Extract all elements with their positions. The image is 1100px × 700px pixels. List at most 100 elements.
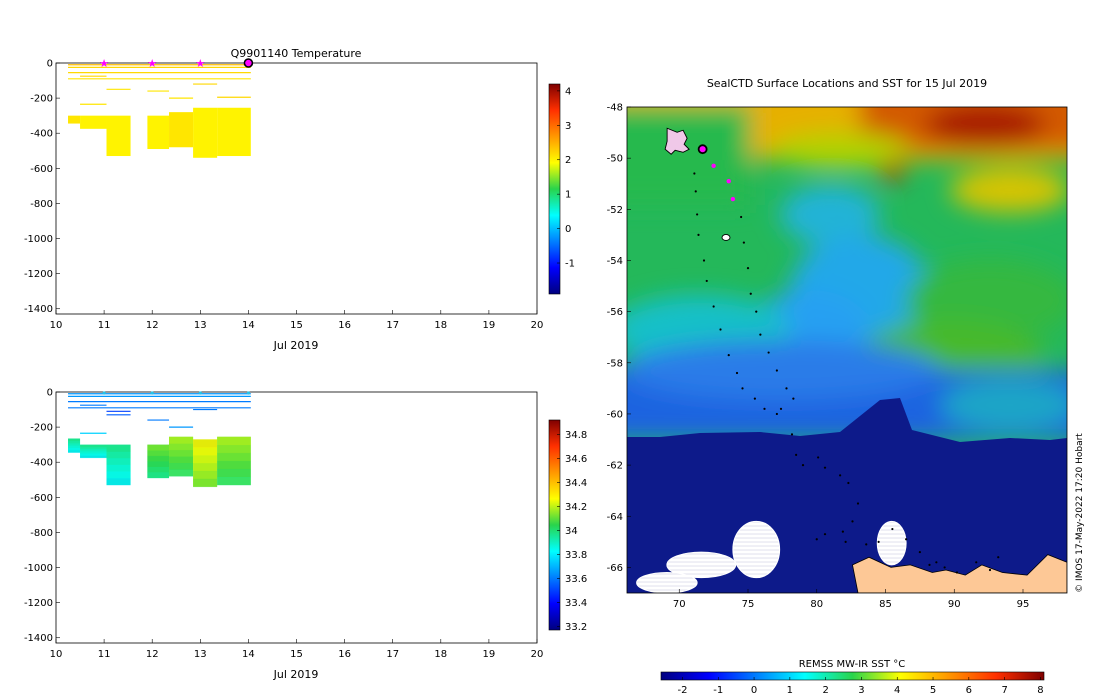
colorbar-tick-label: 1	[565, 190, 571, 201]
profile-band	[147, 450, 170, 457]
track-point	[712, 305, 715, 308]
temperature-colorbar	[548, 83, 561, 295]
heard-outline	[721, 234, 731, 241]
colorbar-tick-label: 34	[565, 526, 578, 537]
x-tick-label: 85	[879, 599, 892, 610]
track-point	[975, 561, 978, 564]
y-tick-label: -58	[607, 358, 623, 369]
x-tick-label: 12	[146, 649, 159, 660]
sea-ice-patch	[636, 572, 698, 593]
profile-band	[80, 446, 107, 450]
profile-marker	[102, 391, 106, 395]
track-point	[823, 533, 827, 536]
track-point	[841, 530, 844, 533]
colorbar-tick-label: 33.4	[565, 598, 587, 609]
temperature-section-panel: Q9901140 Temperature 10 11 12 13 14 15 16 17 18 1…	[24, 47, 575, 352]
x-tick-label: 75	[742, 599, 755, 610]
current-location-marker	[697, 144, 708, 155]
x-tick-label: 80	[810, 599, 823, 610]
colorbar-tick-label: 6	[966, 685, 972, 696]
y-tick-label: -400	[30, 458, 53, 469]
x-tick-label: 17	[386, 649, 399, 660]
y-tick-label: -1400	[24, 633, 53, 644]
colorbar-tick-label: 0	[751, 685, 757, 696]
current-profile-marker	[243, 58, 254, 68]
y-tick-label: -56	[607, 307, 623, 318]
colorbar-tick-label: 2	[822, 685, 828, 696]
track-point	[815, 538, 818, 541]
profile-band	[68, 438, 81, 442]
temperature-surface-lines	[68, 64, 251, 105]
track-point	[702, 259, 706, 262]
track-point	[740, 215, 743, 219]
x-tick-label: 17	[386, 320, 399, 331]
profile-band	[106, 471, 131, 479]
x-tick-label: 19	[483, 649, 496, 660]
profile-band	[147, 455, 170, 462]
colorbar-tick-label: 34.2	[565, 502, 587, 513]
track-point	[918, 550, 921, 554]
colorbar-tick-label: -1	[713, 685, 723, 696]
profile-cell	[193, 107, 218, 158]
salinity-markers	[102, 391, 250, 395]
profile-band	[106, 451, 131, 459]
colorbar-tick-label: 4	[894, 685, 900, 696]
y-tick-label: -200	[30, 94, 53, 105]
colorbar-tick-label: -2	[677, 685, 687, 696]
profile-band	[106, 444, 131, 452]
track-point	[817, 456, 820, 459]
temperature-x-axis: 10 11 12 13 14 15 16 17 18 19 20	[50, 310, 543, 331]
profile-band	[169, 436, 194, 444]
profile-cell	[217, 107, 251, 157]
profile-band	[217, 468, 251, 478]
track-point	[697, 233, 700, 236]
profile-band	[80, 453, 107, 456]
track-point	[775, 412, 778, 416]
recent-location-point	[711, 163, 716, 169]
recent-profile-marker: ★	[147, 57, 157, 70]
colorbar-tick-label: 4	[565, 86, 571, 97]
profile-band	[169, 469, 194, 477]
y-tick-label: -400	[30, 129, 53, 140]
track-point	[735, 371, 739, 375]
profile-band	[193, 470, 218, 480]
profile-band	[106, 458, 131, 466]
colorbar-tick-label: 2	[565, 155, 571, 166]
profile-band	[147, 461, 170, 468]
salinity-surface-lines	[68, 393, 251, 434]
y-tick-label: -1400	[24, 304, 53, 315]
x-tick-label: 13	[194, 320, 207, 331]
y-tick-label: -52	[607, 205, 623, 216]
track-point	[719, 328, 722, 331]
profile-band	[169, 449, 194, 457]
track-point	[746, 267, 750, 270]
track-point	[741, 387, 744, 390]
profile-band	[147, 466, 170, 473]
profile-cell	[169, 112, 194, 148]
track-point	[928, 563, 931, 566]
x-tick-label: 14	[242, 320, 255, 331]
track-point	[705, 279, 708, 283]
profile-band	[106, 478, 131, 486]
profile-band	[106, 464, 131, 472]
y-tick-label: -200	[30, 423, 53, 434]
profile-band	[193, 478, 218, 488]
sea-ice-patch	[732, 520, 781, 579]
track-point	[727, 354, 730, 357]
temperature-colorbar-ticks: 4 3 2 1 0 -1	[557, 86, 575, 270]
track-point	[823, 466, 827, 469]
profile-band	[147, 472, 170, 479]
x-tick-label: 16	[338, 649, 351, 660]
y-tick-label: -800	[30, 199, 53, 210]
colorbar-tick-label: 34.4	[565, 478, 587, 489]
track-point	[693, 172, 696, 175]
kerguelen-outline	[664, 127, 690, 155]
salinity-plot-frame	[55, 391, 538, 644]
profile-band	[68, 445, 81, 449]
profile-band	[193, 447, 218, 456]
recent-profile-marker: ★	[195, 57, 205, 70]
salinity-x-axis: 10 11 12 13 14 15 16 17 18 19 20	[50, 639, 543, 660]
profile-band	[193, 439, 218, 448]
track-point	[792, 397, 795, 400]
colorbar-tick-label: 0	[565, 224, 571, 235]
